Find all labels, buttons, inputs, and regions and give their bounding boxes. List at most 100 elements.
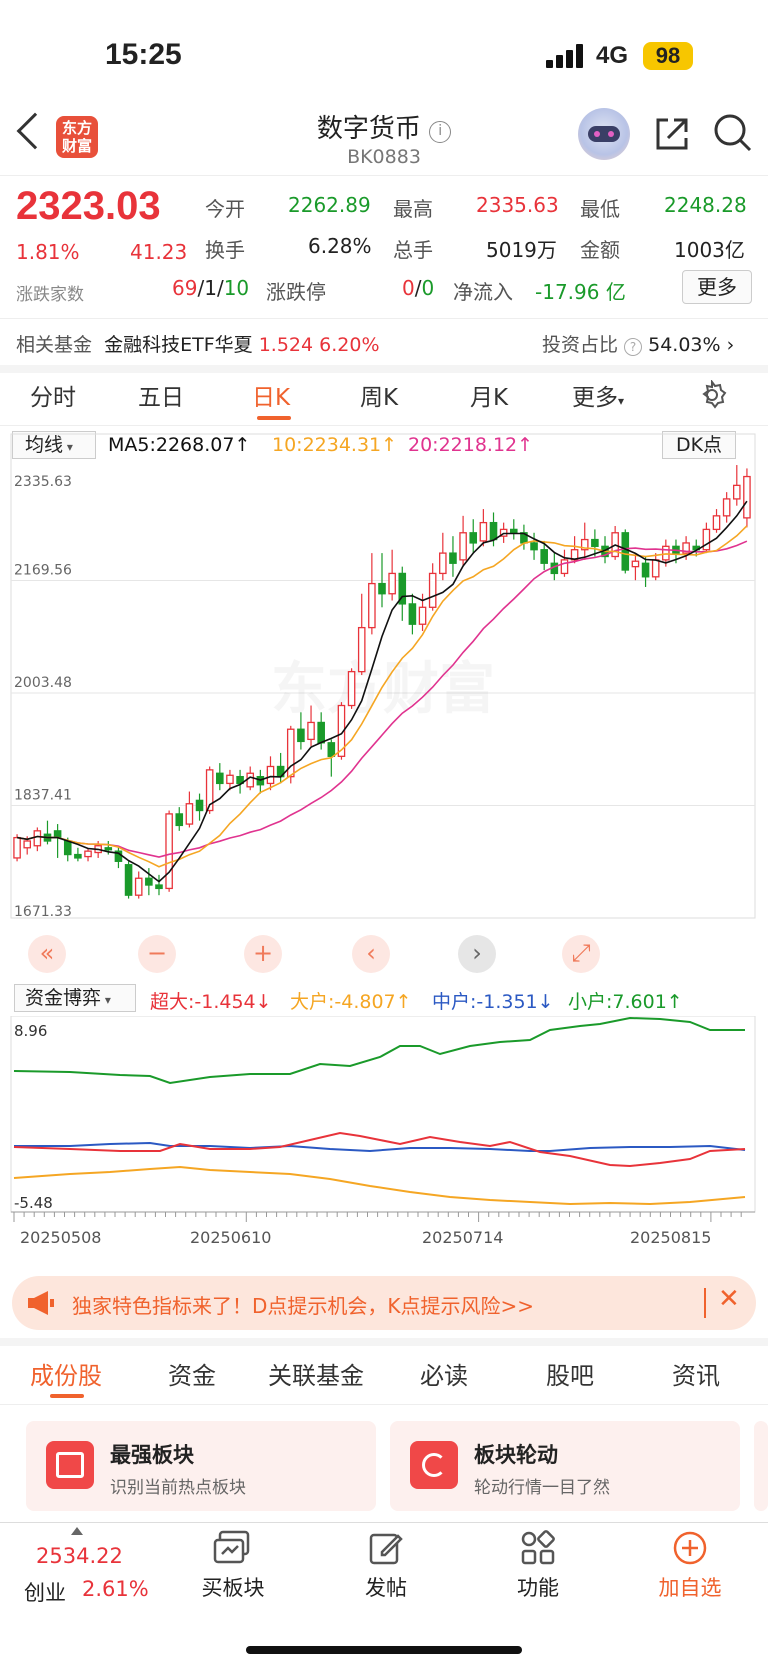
mid-flow-label: 中户:-1.351↓ [432, 991, 554, 1013]
nav-buy-sector[interactable]: 买板块 [201, 1576, 265, 1600]
candle-up [479, 521, 488, 542]
candle-up [307, 721, 315, 741]
tab-news[interactable]: 资讯 [672, 1362, 720, 1390]
candle-up [560, 559, 569, 575]
card-subtitle: 识别当前热点板块 [110, 1478, 246, 1498]
candle-up [357, 626, 366, 673]
grid-icon [521, 1530, 555, 1565]
nav-add-watchlist[interactable]: 加自选 [658, 1576, 722, 1600]
tab-related-funds[interactable]: 关联基金 [268, 1362, 364, 1390]
super-flow-line [13, 1131, 746, 1168]
tab-weekly-k[interactable]: 周K [360, 385, 399, 411]
candle-up [712, 515, 721, 531]
candle-up [682, 542, 690, 554]
candle-down [408, 603, 417, 625]
tab-daily-k[interactable]: 日K [252, 385, 291, 411]
netflow-value: -17.96 亿 [535, 280, 626, 304]
more-button[interactable]: 更多 [682, 270, 752, 304]
candle-down [509, 528, 518, 534]
amount-value: 1003亿 [674, 238, 745, 262]
page-title: 数字货币 i [0, 108, 768, 145]
ma-select[interactable]: 均线 ▾ [12, 431, 96, 459]
card-partial[interactable] [754, 1421, 768, 1511]
promo-banner[interactable]: 独家特色指标来了！D点提示机会，K点提示风险>> ✕ [12, 1276, 756, 1330]
tab-five-day[interactable]: 五日 [138, 385, 184, 411]
candle-up [722, 498, 731, 517]
flow-select[interactable]: 资金博弈 ▾ [14, 984, 136, 1012]
tab-constituents[interactable]: 成份股 [30, 1362, 102, 1390]
flow-y-min: -5.48 [14, 1194, 53, 1212]
candle-down [124, 864, 133, 896]
candle-down [378, 582, 386, 595]
candle-down [621, 532, 630, 571]
change-pct: 1.81% [16, 240, 80, 264]
candle-up [337, 704, 346, 757]
low-label: 最低 [580, 197, 620, 221]
nav-functions[interactable]: 功能 [517, 1576, 559, 1600]
info-icon[interactable]: i [429, 121, 452, 143]
tab-monthly-k[interactable]: 月K [470, 385, 509, 411]
share-icon[interactable] [652, 114, 692, 154]
nav-post[interactable]: 发帖 [365, 1576, 407, 1600]
next-button[interactable]: › [458, 935, 496, 973]
candle-up [165, 813, 173, 890]
tab-more[interactable]: 更多▾ [572, 385, 625, 411]
settings-icon[interactable] [697, 380, 727, 410]
zoom-out-button[interactable]: − [138, 935, 176, 973]
flow-chart[interactable]: 8.96 -5.48 20250508 20250610 20250714 2025081… [10, 1016, 756, 1256]
header: 数字货币 i BK0883 东方 财富 [0, 100, 768, 176]
ma5-label: MA5:2268.07↑ [108, 434, 251, 456]
help-icon[interactable]: ? [624, 338, 643, 356]
tab-funds-flow[interactable]: 资金 [168, 1362, 216, 1390]
dk-button[interactable]: DK点 [662, 431, 736, 459]
search-icon[interactable] [712, 112, 754, 154]
related-fund-row[interactable]: 相关基金 金融科技ETF华夏 1.524 6.20% [16, 334, 380, 356]
candle-down [74, 853, 82, 859]
flow-frame [10, 1016, 756, 1213]
candle-up [580, 538, 589, 551]
candle-down [297, 728, 305, 743]
signal-icon [546, 44, 586, 68]
tab-must-read[interactable]: 必读 [420, 1362, 468, 1390]
app-logo: 东方 财富 [56, 116, 98, 158]
candle-down [591, 538, 599, 547]
fullscreen-button[interactable]: ⤢ [562, 935, 600, 973]
x-tick-label: 20250714 [422, 1228, 503, 1247]
low-value: 2248.28 [664, 193, 747, 217]
megaphone-icon [28, 1291, 54, 1315]
index-value[interactable]: 2534.22 [36, 1544, 123, 1568]
close-icon[interactable]: ✕ [718, 1284, 740, 1314]
big-flow-line [13, 1165, 746, 1206]
add-watchlist-icon [673, 1531, 707, 1565]
candle-down [489, 521, 498, 541]
small-flow-label: 小户:7.601↑ [568, 991, 683, 1013]
change-value: 41.23 [130, 240, 188, 264]
invest-ratio[interactable]: 投资占比 ? 54.03% › [542, 334, 735, 356]
x-tick-label: 20250610 [190, 1228, 271, 1247]
tab-intraday[interactable]: 分时 [30, 385, 76, 411]
x-tick-label: 20250508 [20, 1228, 101, 1247]
tab-forum[interactable]: 股吧 [546, 1362, 594, 1390]
y-tick-label: 1837.41 [14, 787, 72, 803]
candlestick-chart[interactable]: 2335.63 2169.56 2003.48 1837.41 1671.33 东方财富 [10, 428, 756, 928]
candle-up [631, 560, 640, 568]
card-sector-rotation[interactable]: 板块轮动 轮动行情一目了然 [390, 1421, 740, 1511]
active-tab-indicator [50, 1394, 84, 1398]
candle-up [134, 877, 143, 896]
robot-avatar-icon[interactable] [578, 108, 630, 160]
home-indicator [246, 1646, 522, 1654]
card-strongest-sector[interactable]: 最强板块 识别当前热点板块 [26, 1421, 376, 1511]
active-tab-indicator [257, 416, 291, 420]
open-label: 今开 [205, 197, 245, 221]
y-tick-label: 2335.63 [14, 474, 72, 490]
network-label: 4G [596, 42, 629, 69]
candle-up [439, 552, 447, 575]
candle-up [347, 670, 356, 707]
index-name: 创业 [24, 1581, 66, 1605]
first-button[interactable]: « [28, 935, 66, 973]
zoom-in-button[interactable]: + [244, 935, 282, 973]
candle-down [145, 877, 153, 886]
divider [0, 318, 768, 319]
candle-down [53, 830, 62, 839]
prev-button[interactable]: ‹ [352, 935, 390, 973]
